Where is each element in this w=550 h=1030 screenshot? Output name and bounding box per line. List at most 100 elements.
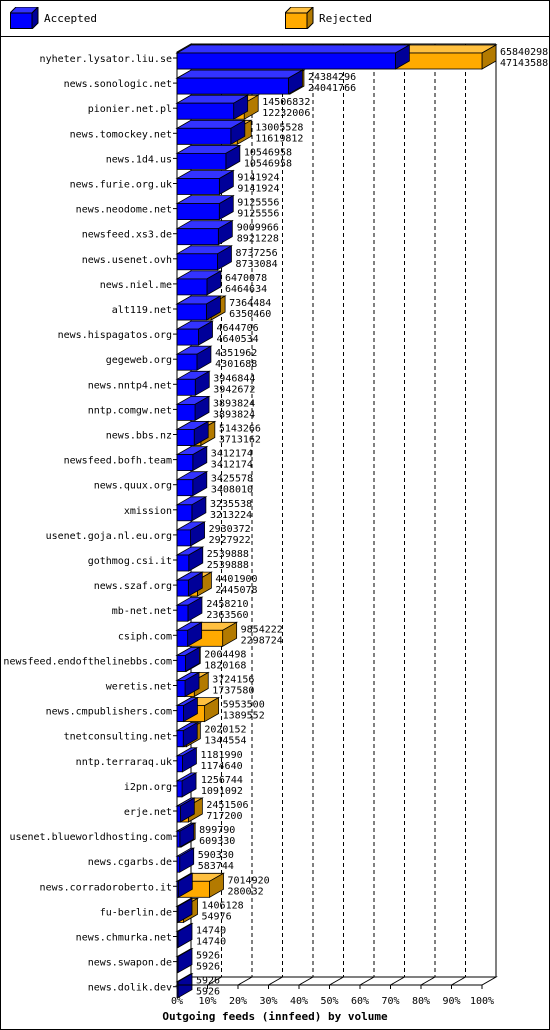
data-label-offered: 6470078 <box>225 273 267 284</box>
bar-accepted <box>175 119 247 145</box>
floor-gridline <box>359 976 375 986</box>
x-tick-label: 40% <box>290 996 308 1007</box>
bar-accepted <box>175 169 235 196</box>
data-label-accepted: 3412174 <box>211 460 253 471</box>
data-label-accepted: 3893824 <box>213 409 255 420</box>
category-label: newsfeed.bofh.team <box>64 456 172 467</box>
data-label-offered: 9141924 <box>237 173 279 184</box>
legend-accepted: Accepted <box>10 7 210 29</box>
data-label-offered: 5926 <box>196 951 220 962</box>
bar-accepted <box>175 345 213 371</box>
data-label-accepted: 717200 <box>206 811 242 822</box>
bar-accepted <box>175 395 211 422</box>
x-tick-label: 0% <box>171 996 183 1007</box>
floor-gridline <box>237 976 253 986</box>
category-label: news.hispagatos.org <box>58 330 172 341</box>
category-label: fu-berlin.de <box>100 907 172 918</box>
bar-accepted <box>175 94 250 120</box>
data-label-accepted: 14740 <box>196 937 226 948</box>
x-axis-title: Outgoing feeds (innfeed) by volume <box>162 1010 388 1023</box>
data-label-offered: 65840298 <box>500 47 548 58</box>
bar-accepted <box>175 571 204 597</box>
data-label-offered: 3946844 <box>213 373 255 384</box>
bar-accepted <box>175 445 209 472</box>
floor-gridline <box>420 976 436 986</box>
data-label-accepted: 6350460 <box>229 309 271 320</box>
data-label-accepted: 583744 <box>198 861 234 872</box>
category-label: tnetconsulting.net <box>64 732 172 743</box>
data-label-offered: 2539888 <box>207 549 249 560</box>
category-label: nntp.comgw.net <box>88 405 172 416</box>
category-label: mb-net.net <box>112 606 172 617</box>
legend-accepted-label: Accepted <box>44 12 97 25</box>
category-label: gothmog.csi.it <box>88 556 172 567</box>
data-label-offered: 2451506 <box>206 800 248 811</box>
x-tick-label: 100% <box>470 996 494 1007</box>
data-label-accepted: 8921228 <box>237 234 279 245</box>
data-label-accepted: 1737580 <box>212 686 254 697</box>
x-tick-label: 70% <box>381 996 399 1007</box>
category-label: news.niel.me <box>100 280 172 291</box>
data-label-offered: 5953500 <box>223 700 265 711</box>
bar-accepted <box>175 69 304 95</box>
legend-rejected-label: Rejected <box>319 12 372 25</box>
category-label: news.tomockey.net <box>70 129 172 140</box>
category-label: newsfeed.endofthelinebbs.com <box>3 656 172 667</box>
category-label: news.1d4.us <box>106 154 172 165</box>
floor-gridline <box>298 976 314 986</box>
bar-accepted <box>175 320 215 346</box>
data-label-accepted: 4640534 <box>217 334 259 345</box>
data-label-offered: 5926 <box>196 976 220 987</box>
data-label-accepted: 3942672 <box>213 384 255 395</box>
data-label-accepted: 6464634 <box>225 284 267 295</box>
data-label-offered: 4644706 <box>217 323 259 334</box>
bar-accepted <box>175 973 194 999</box>
category-label: news.usenet.ovh <box>82 255 172 266</box>
bar-accepted <box>175 220 234 246</box>
category-label: news.chmurka.net <box>76 933 172 944</box>
data-label-accepted: 8733084 <box>235 259 277 270</box>
bar-accepted <box>175 772 198 798</box>
legend-rejected-swatch <box>285 7 314 29</box>
floor-gridline <box>390 976 405 986</box>
data-label-accepted: 4301688 <box>215 359 257 370</box>
data-label-offered: 3724156 <box>212 675 254 686</box>
data-label-accepted: 9141924 <box>237 184 279 195</box>
data-label-accepted: 1174640 <box>200 761 242 772</box>
data-label-accepted: 54976 <box>202 911 232 922</box>
data-label-offered: 1256744 <box>201 775 243 786</box>
data-label-accepted: 11619812 <box>255 133 303 144</box>
data-label-offered: 1406128 <box>202 900 244 911</box>
data-label-accepted: 2363560 <box>206 610 248 621</box>
bar-accepted <box>175 521 207 547</box>
data-label-accepted: 3713162 <box>219 435 261 446</box>
category-label: news.swapon.de <box>88 958 172 969</box>
data-label-offered: 590330 <box>198 850 234 861</box>
bar-accepted <box>175 621 204 647</box>
bar-accepted <box>175 295 222 321</box>
category-label: news.neodome.net <box>76 205 172 216</box>
bar-accepted <box>175 722 199 748</box>
category-label: csiph.com <box>118 631 172 642</box>
data-label-offered: 9125556 <box>237 198 279 209</box>
floor-gridline <box>329 976 344 986</box>
category-label: newsfeed.xs3.de <box>82 230 172 241</box>
category-label: nntp.terraraq.uk <box>76 757 172 768</box>
floor-gridline <box>268 976 283 986</box>
data-label-accepted: 9125556 <box>237 209 279 220</box>
data-label-offered: 2930372 <box>209 524 251 535</box>
floor-gridline <box>451 976 466 986</box>
category-label: news.furie.org.uk <box>70 180 172 191</box>
category-label: i2pn.org <box>124 782 172 793</box>
x-tick-label: 30% <box>259 996 277 1007</box>
category-label: weretis.net <box>106 682 172 693</box>
data-label-accepted: 47143588 <box>500 58 548 69</box>
bar-accepted <box>175 872 194 898</box>
data-label-offered: 3425578 <box>211 474 253 485</box>
category-label: pionier.net.pl <box>88 104 172 115</box>
data-label-offered: 3893824 <box>213 398 255 409</box>
data-label-offered: 7364484 <box>229 298 271 309</box>
legend-separator <box>0 36 550 37</box>
x-tick-label: 20% <box>229 996 247 1007</box>
